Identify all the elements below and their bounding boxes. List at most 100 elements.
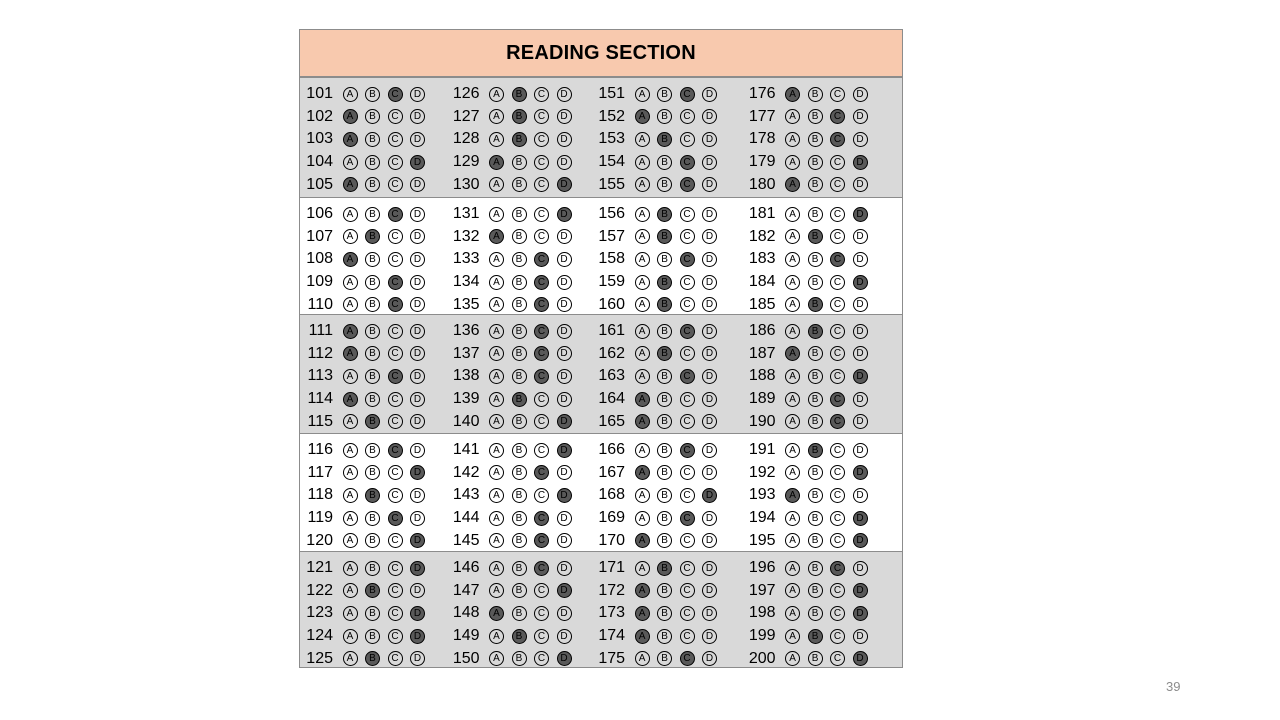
choice-bubble-b[interactable]: B [365,487,380,503]
choice-bubble-a[interactable]: A [342,533,358,549]
choice-bubble-d[interactable]: D [556,583,572,599]
choice-bubble-b[interactable]: B [657,560,673,576]
choice-bubble-b[interactable]: B [365,109,380,125]
choice-bubble-b[interactable]: B [365,86,380,102]
choice-bubble-b[interactable]: B [511,274,527,290]
choice-bubble-b[interactable]: B [365,229,380,245]
choice-bubble-b[interactable]: B [511,510,527,526]
choice-bubble-c[interactable]: C [679,651,695,667]
choice-bubble-c[interactable]: C [534,651,550,667]
choice-bubble-a[interactable]: A [342,206,358,222]
choice-bubble-b[interactable]: B [657,251,673,267]
choice-bubble-b[interactable]: B [365,154,380,170]
choice-bubble-a[interactable]: A [634,229,650,245]
choice-bubble-c[interactable]: C [679,487,695,503]
choice-bubble-a[interactable]: A [489,442,505,458]
choice-bubble-c[interactable]: C [387,251,403,267]
choice-bubble-c[interactable]: C [387,391,403,407]
choice-bubble-c[interactable]: C [830,346,846,362]
choice-bubble-d[interactable]: D [556,605,572,621]
choice-bubble-c[interactable]: C [830,368,846,384]
choice-bubble-c[interactable]: C [534,442,550,458]
choice-bubble-b[interactable]: B [807,323,823,339]
choice-bubble-d[interactable]: D [702,605,718,621]
choice-bubble-b[interactable]: B [365,368,380,384]
choice-bubble-b[interactable]: B [511,206,527,222]
choice-bubble-b[interactable]: B [365,251,380,267]
choice-bubble-c[interactable]: C [830,560,846,576]
choice-bubble-c[interactable]: C [534,109,550,125]
choice-bubble-b[interactable]: B [807,560,823,576]
choice-bubble-c[interactable]: C [387,628,403,644]
choice-bubble-d[interactable]: D [852,206,868,222]
choice-bubble-a[interactable]: A [342,177,358,193]
choice-bubble-a[interactable]: A [634,323,650,339]
choice-bubble-d[interactable]: D [702,442,718,458]
choice-bubble-d[interactable]: D [410,465,425,481]
choice-bubble-d[interactable]: D [702,391,718,407]
choice-bubble-a[interactable]: A [342,510,358,526]
choice-bubble-b[interactable]: B [807,109,823,125]
choice-bubble-b[interactable]: B [511,465,527,481]
choice-bubble-c[interactable]: C [679,346,695,362]
choice-bubble-c[interactable]: C [534,510,550,526]
choice-bubble-a[interactable]: A [342,628,358,644]
choice-bubble-a[interactable]: A [489,109,505,125]
choice-bubble-a[interactable]: A [785,229,801,245]
choice-bubble-a[interactable]: A [785,442,801,458]
choice-bubble-b[interactable]: B [657,86,673,102]
choice-bubble-b[interactable]: B [807,177,823,193]
choice-bubble-a[interactable]: A [489,346,505,362]
choice-bubble-b[interactable]: B [807,206,823,222]
choice-bubble-d[interactable]: D [702,109,718,125]
choice-bubble-c[interactable]: C [679,510,695,526]
choice-bubble-a[interactable]: A [785,487,801,503]
choice-bubble-c[interactable]: C [830,442,846,458]
choice-bubble-c[interactable]: C [534,323,550,339]
choice-bubble-d[interactable]: D [702,177,718,193]
choice-bubble-a[interactable]: A [785,583,801,599]
choice-bubble-b[interactable]: B [807,583,823,599]
choice-bubble-d[interactable]: D [852,274,868,290]
choice-bubble-a[interactable]: A [489,251,505,267]
choice-bubble-c[interactable]: C [679,465,695,481]
choice-bubble-b[interactable]: B [365,560,380,576]
choice-bubble-b[interactable]: B [807,251,823,267]
choice-bubble-d[interactable]: D [556,251,572,267]
choice-bubble-c[interactable]: C [534,414,550,430]
choice-bubble-b[interactable]: B [365,651,380,667]
choice-bubble-d[interactable]: D [410,628,425,644]
choice-bubble-d[interactable]: D [556,510,572,526]
choice-bubble-d[interactable]: D [410,533,425,549]
choice-bubble-c[interactable]: C [679,560,695,576]
choice-bubble-a[interactable]: A [785,86,801,102]
choice-bubble-a[interactable]: A [634,510,650,526]
choice-bubble-b[interactable]: B [657,368,673,384]
choice-bubble-d[interactable]: D [702,465,718,481]
choice-bubble-d[interactable]: D [852,86,868,102]
choice-bubble-c[interactable]: C [679,229,695,245]
choice-bubble-b[interactable]: B [657,206,673,222]
choice-bubble-b[interactable]: B [807,605,823,621]
choice-bubble-a[interactable]: A [489,177,505,193]
choice-bubble-d[interactable]: D [852,651,868,667]
choice-bubble-a[interactable]: A [785,605,801,621]
choice-bubble-b[interactable]: B [807,651,823,667]
choice-bubble-d[interactable]: D [556,323,572,339]
choice-bubble-a[interactable]: A [342,86,358,102]
choice-bubble-d[interactable]: D [702,154,718,170]
choice-bubble-c[interactable]: C [534,206,550,222]
choice-bubble-a[interactable]: A [634,533,650,549]
choice-bubble-b[interactable]: B [657,346,673,362]
choice-bubble-b[interactable]: B [657,297,673,313]
choice-bubble-a[interactable]: A [342,391,358,407]
choice-bubble-d[interactable]: D [702,131,718,147]
choice-bubble-c[interactable]: C [387,560,403,576]
choice-bubble-d[interactable]: D [702,368,718,384]
choice-bubble-b[interactable]: B [365,583,380,599]
choice-bubble-b[interactable]: B [807,628,823,644]
choice-bubble-b[interactable]: B [365,177,380,193]
choice-bubble-c[interactable]: C [387,533,403,549]
choice-bubble-b[interactable]: B [657,229,673,245]
choice-bubble-b[interactable]: B [657,154,673,170]
